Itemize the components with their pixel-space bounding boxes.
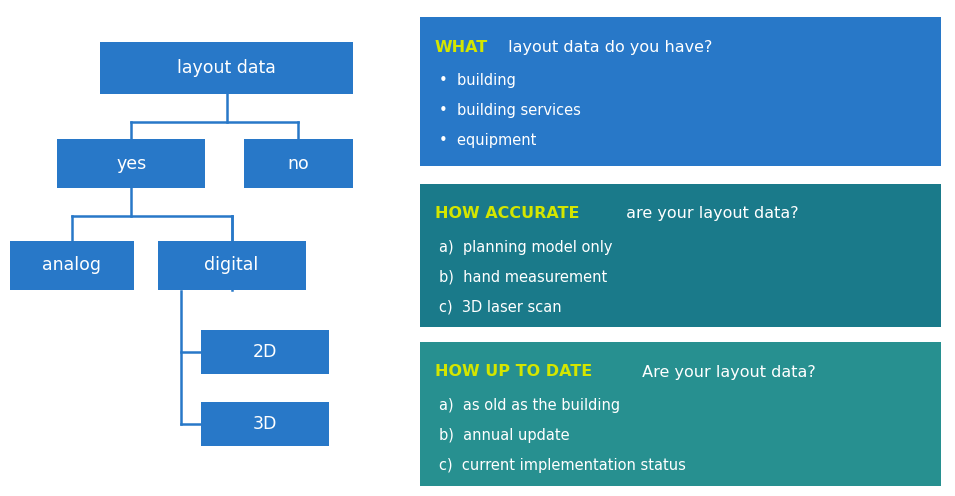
Text: 2D: 2D bbox=[253, 343, 277, 361]
Text: c)  3D laser scan: c) 3D laser scan bbox=[439, 299, 562, 314]
FancyBboxPatch shape bbox=[420, 17, 941, 166]
Text: layout data do you have?: layout data do you have? bbox=[503, 40, 712, 55]
Text: WHAT: WHAT bbox=[435, 40, 488, 55]
Text: a)  planning model only: a) planning model only bbox=[439, 240, 613, 254]
FancyBboxPatch shape bbox=[100, 42, 353, 94]
Text: 3D: 3D bbox=[253, 415, 277, 433]
Text: •  building services: • building services bbox=[439, 103, 582, 118]
Text: •  building: • building bbox=[439, 73, 516, 88]
FancyBboxPatch shape bbox=[201, 402, 329, 446]
Text: digital: digital bbox=[204, 256, 259, 274]
Text: yes: yes bbox=[117, 155, 146, 173]
Text: b)  annual update: b) annual update bbox=[439, 428, 570, 443]
FancyBboxPatch shape bbox=[57, 139, 205, 188]
Text: c)  current implementation status: c) current implementation status bbox=[439, 458, 687, 473]
Text: b)  hand measurement: b) hand measurement bbox=[439, 269, 607, 284]
Text: are your layout data?: are your layout data? bbox=[621, 206, 798, 221]
Text: HOW ACCURATE: HOW ACCURATE bbox=[435, 206, 579, 221]
FancyBboxPatch shape bbox=[420, 342, 941, 486]
Text: layout data: layout data bbox=[178, 59, 276, 77]
FancyBboxPatch shape bbox=[244, 139, 353, 188]
FancyBboxPatch shape bbox=[201, 330, 329, 374]
Text: HOW UP TO DATE: HOW UP TO DATE bbox=[435, 365, 592, 379]
Text: •  equipment: • equipment bbox=[439, 133, 537, 148]
FancyBboxPatch shape bbox=[420, 184, 941, 327]
Text: analog: analog bbox=[42, 256, 101, 274]
Text: a)  as old as the building: a) as old as the building bbox=[439, 398, 621, 413]
Text: no: no bbox=[287, 155, 309, 173]
FancyBboxPatch shape bbox=[158, 241, 306, 290]
Text: Are your layout data?: Are your layout data? bbox=[637, 365, 817, 379]
FancyBboxPatch shape bbox=[10, 241, 134, 290]
